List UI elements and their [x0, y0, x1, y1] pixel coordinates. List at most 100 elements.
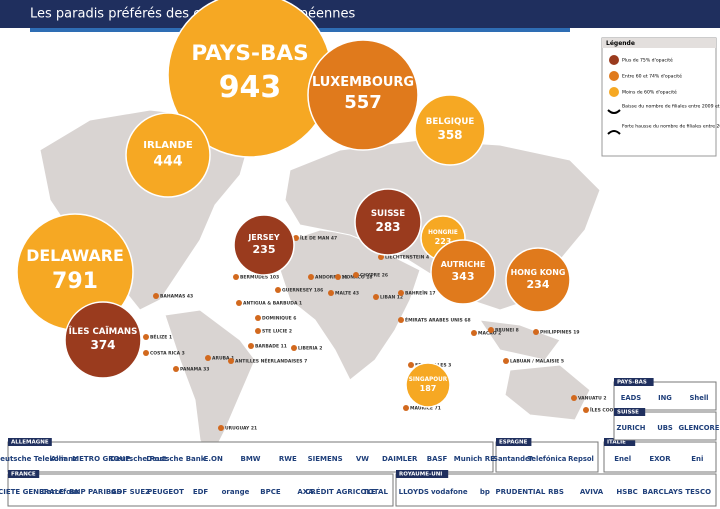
place-label: URUGUAY 21: [225, 426, 257, 432]
country-tag: [614, 408, 646, 416]
company-name: AVIVA: [580, 488, 604, 496]
bubble-value: 943: [219, 70, 282, 105]
country-tag: [496, 438, 532, 446]
marker-dot: [503, 358, 509, 364]
bubble: [430, 239, 496, 305]
company-name: ZURICH: [617, 424, 646, 432]
marker-dot: [373, 294, 379, 300]
country-tag: [396, 470, 449, 478]
company-name: UBS: [657, 424, 673, 432]
place-label: GUERNESEY 186: [282, 288, 323, 294]
company-name: VW: [356, 455, 369, 463]
bubble-value: 235: [253, 243, 276, 256]
company-name: BNP PARIBAS: [69, 488, 121, 496]
company-name: Deutsche Post: [110, 455, 167, 463]
bubble-label: JERSEY: [247, 233, 280, 242]
place-label: CHYPRE 26: [360, 273, 388, 279]
place-label: ARUBA 1: [212, 356, 234, 362]
company-name: DAIMLER: [382, 455, 418, 463]
legend-item: Baisse du nombre de filiales entre 2009 …: [622, 104, 720, 110]
place-label: LIBERIA 2: [298, 346, 322, 352]
marker-dot: [583, 407, 589, 413]
legend-box: [601, 37, 717, 157]
company-name: LLOYDS: [399, 488, 429, 496]
country-tag: [614, 378, 654, 386]
place-label: ANTIGUA & BARBUDA 1: [243, 301, 302, 307]
marker-dot: [471, 330, 477, 336]
company-group: [7, 473, 394, 507]
world-map: [39, 94, 601, 462]
marker-dot: [291, 345, 297, 351]
bubble: [414, 94, 486, 166]
marker-dot: [293, 235, 299, 241]
marker-dot: [571, 395, 577, 401]
marker-dot: [228, 358, 234, 364]
bubble-value: 557: [344, 92, 382, 113]
place-label: MAURICE 71: [410, 406, 441, 412]
company-name: BMW: [240, 455, 260, 463]
company-name: T Deutsche Telekom: [0, 455, 66, 463]
country-name: ITALIE: [607, 440, 626, 446]
place-label: PANAMA 33: [180, 367, 209, 373]
marker-dot: [398, 317, 404, 323]
place-label: MACAO 2: [478, 331, 501, 337]
company-group: [613, 411, 717, 441]
company-logos: ALLEMAGNE T Deutsche TelekomAllianzMETRO …: [0, 378, 720, 507]
legend-arrow: [607, 109, 621, 114]
marker-dot: [328, 290, 334, 296]
marker-dot: [533, 329, 539, 335]
place-label: BARBADE 11: [255, 344, 287, 350]
company-name: ING: [658, 394, 672, 402]
place-label: ÎLE DE MAN 47: [300, 234, 337, 242]
place-label: ÉMIRATS ARABES UNIS 68: [405, 316, 471, 324]
marker-dot: [205, 355, 211, 361]
legend-swatch: [609, 87, 619, 97]
company-name: HSBC: [616, 488, 637, 496]
place-label: STE LUCIE 2: [262, 329, 292, 335]
company-name: vodafone: [431, 488, 468, 496]
company-name: Shell: [689, 394, 708, 402]
marker-dot: [398, 290, 404, 296]
bubble-label: SUISSE: [371, 209, 405, 219]
bubble-label: AUTRICHE: [441, 260, 486, 269]
company-name: CRÉDIT AGRICOLE: [305, 487, 376, 496]
country-name: FRANCE: [11, 472, 36, 478]
marker-dot: [153, 293, 159, 299]
company-name: Santander: [493, 455, 533, 463]
bubble-value: 791: [52, 269, 98, 294]
bubble: [405, 362, 451, 408]
company-group: [613, 381, 717, 411]
company-name: TESCO: [685, 488, 711, 496]
legend-arrow: [607, 130, 621, 135]
marker-dot: [275, 287, 281, 293]
bubble-label: HONG KONG: [511, 268, 566, 277]
company-group: [395, 473, 717, 507]
company-name: BASF: [427, 455, 448, 463]
company-name: TOTAL: [363, 488, 388, 496]
company-name: GDF SUEZ: [111, 488, 150, 496]
place-label: BAHREÏN 17: [405, 290, 436, 297]
bubble-value: 343: [452, 270, 475, 283]
bubble-label: DELAWARE: [26, 246, 124, 265]
marker-dot: [488, 327, 494, 333]
place-label: VANUATU 2: [578, 396, 607, 402]
legend-item: Plus de 75% d'opacité: [622, 57, 673, 64]
place-label: BAHAMAS 43: [160, 294, 193, 300]
legend-header: [602, 38, 716, 48]
place-label: LABUAN / MALAISIE 5: [510, 359, 564, 365]
place-label: BERMUDES 103: [240, 275, 279, 281]
marker-dot: [236, 300, 242, 306]
bubble-label: SINGAPOUR: [409, 377, 448, 383]
company-name: GLENCORE: [679, 424, 720, 432]
marker-dot: [255, 328, 261, 334]
bubble-label: HONGRIE: [428, 230, 458, 236]
legend-swatch: [609, 71, 619, 81]
bubble-label: BELGIQUE: [426, 117, 475, 127]
country-name: SUISSE: [617, 410, 639, 416]
bubble-value: 187: [420, 384, 437, 393]
marker-dot: [218, 425, 224, 431]
bubble-label: PAYS-BAS: [191, 41, 308, 66]
place-label: BRUNEI 8: [495, 328, 519, 334]
